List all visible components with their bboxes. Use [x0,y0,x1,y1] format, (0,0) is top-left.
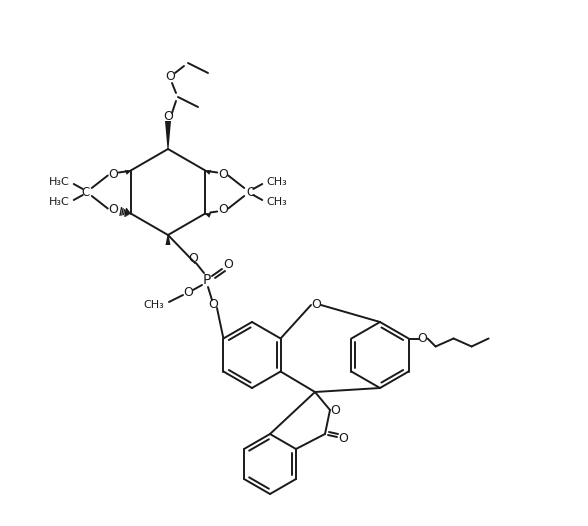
Text: O: O [218,168,228,181]
Text: CH₃: CH₃ [143,300,164,310]
Text: O: O [223,258,233,271]
Text: C: C [246,186,255,198]
Text: O: O [188,251,198,265]
Text: O: O [108,203,118,216]
Polygon shape [125,170,131,175]
Polygon shape [165,121,171,149]
Text: O: O [208,298,218,311]
Text: O: O [417,332,427,345]
Text: O: O [163,110,173,124]
Text: O: O [165,70,175,84]
Text: CH₃: CH₃ [266,197,287,207]
Text: H₃C: H₃C [49,177,70,187]
Text: CH₃: CH₃ [266,177,287,187]
Text: H₃C: H₃C [49,197,70,207]
Text: C: C [82,186,90,198]
Text: O: O [108,168,118,181]
Polygon shape [205,213,211,218]
Polygon shape [205,170,211,175]
Text: O: O [330,403,340,417]
Text: O: O [218,203,228,216]
Text: O: O [311,298,321,311]
Text: O: O [183,286,193,298]
Polygon shape [165,235,171,245]
Text: P: P [203,273,211,287]
Text: O: O [338,432,348,446]
